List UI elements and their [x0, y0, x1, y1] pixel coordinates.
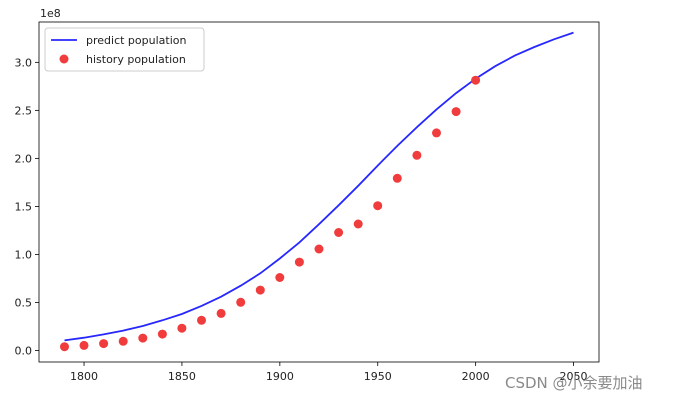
history-population-point: [197, 315, 206, 325]
history-population-point: [236, 297, 246, 307]
history-population-point: [79, 340, 89, 350]
y-tick-label: 0.0: [15, 344, 33, 357]
legend-label-predict: predict population: [86, 34, 186, 47]
history-population-point: [255, 285, 265, 295]
plot-area: [38, 21, 600, 363]
history-population-point: [334, 228, 344, 237]
x-tick-label: 2050: [560, 370, 588, 383]
history-population-point: [216, 308, 226, 318]
history-population-point: [275, 273, 285, 282]
x-axis: 1800 1850 1900 1950 2000 2050: [70, 362, 588, 383]
history-population-point: [157, 329, 167, 339]
watermark: CSDN @小余要加油: [505, 374, 643, 392]
history-population-point: [432, 128, 441, 138]
series-layer: [60, 31, 574, 352]
legend: predict population history population: [44, 27, 205, 72]
y-tick-label: 2.5: [15, 104, 33, 117]
history-population-point: [177, 323, 187, 333]
predict-population-line: [64, 31, 574, 342]
history-population-point: [471, 75, 481, 85]
history-population-point: [60, 342, 69, 352]
y-axis-multiplier-label: 1e8: [40, 7, 61, 20]
history-population-point: [392, 173, 402, 183]
y-tick-label: 1.5: [15, 200, 33, 213]
x-tick-label: 2000: [462, 370, 490, 383]
history-population-point: [138, 333, 148, 343]
history-population-point: [294, 257, 304, 267]
x-tick-label: 1800: [70, 370, 98, 383]
y-tick-label: 3.0: [15, 56, 33, 69]
x-tick-label: 1900: [266, 370, 294, 383]
history-population-point: [314, 244, 324, 254]
history-population-point: [353, 219, 363, 229]
y-tick-label: 2.0: [15, 152, 33, 165]
history-population-point: [451, 107, 461, 117]
x-tick-label: 1850: [168, 370, 196, 383]
y-tick-label: 1.0: [15, 248, 33, 261]
history-population-point: [118, 336, 128, 346]
y-axis: 0.0 0.5 1.0 1.5 2.0 2.5 3.0: [15, 56, 39, 357]
y-tick-label: 0.5: [15, 296, 33, 309]
history-population-point: [99, 339, 109, 349]
history-population-point: [373, 201, 383, 211]
history-population-point: [412, 150, 422, 160]
legend-label-history: history population: [86, 53, 186, 66]
legend-box: [44, 27, 205, 72]
legend-dot-swatch: [59, 54, 69, 64]
x-tick-label: 1950: [364, 370, 392, 383]
